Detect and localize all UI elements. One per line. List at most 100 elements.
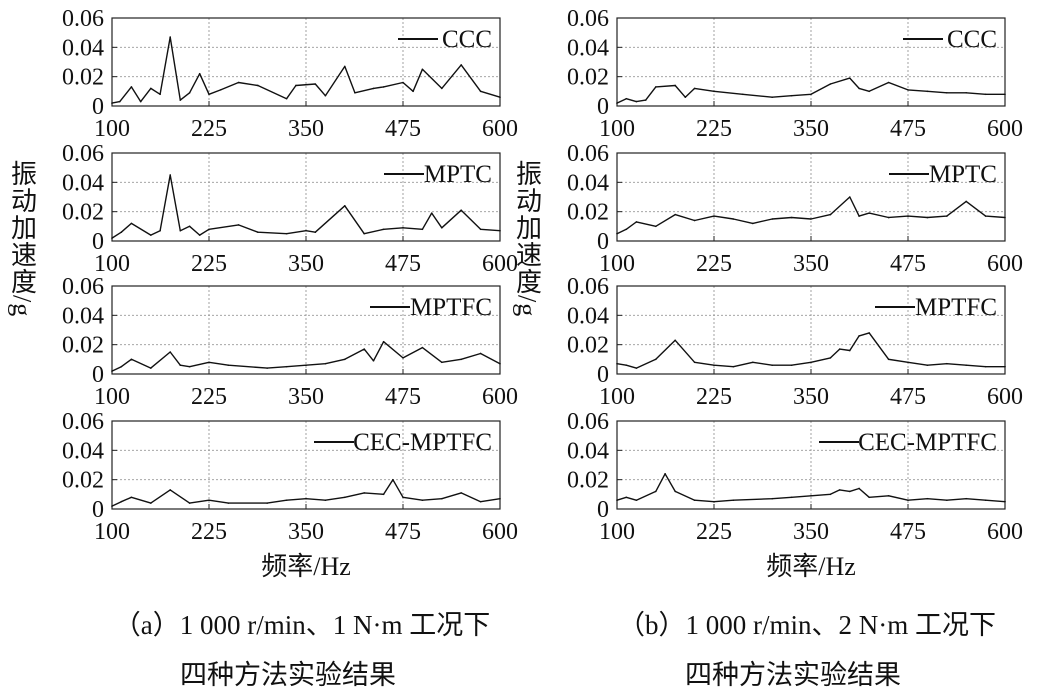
- data-point: [858, 87, 860, 90]
- x-tick-label: 100: [94, 116, 130, 142]
- data-point: [150, 234, 152, 236]
- data-point: [674, 84, 676, 87]
- data-point: [655, 358, 657, 361]
- data-point: [363, 348, 366, 350]
- caption-line-2: 四种方法实验结果: [180, 660, 396, 690]
- data-point: [810, 218, 812, 220]
- x-tick-label: 600: [987, 519, 1023, 545]
- x-tick-label: 475: [385, 519, 421, 545]
- data-point: [965, 92, 967, 94]
- y-tick-label: 0.06: [62, 409, 104, 435]
- data-point: [150, 87, 152, 90]
- y-tick-label: 0.04: [567, 170, 609, 196]
- data-point: [111, 102, 113, 104]
- data-point: [179, 99, 182, 101]
- y-tick-label: 0.06: [62, 274, 104, 300]
- data-point: [227, 364, 230, 367]
- data-point: [771, 497, 773, 500]
- data-point: [616, 499, 618, 502]
- x-tick-label: 225: [191, 116, 227, 142]
- data-point: [907, 215, 909, 217]
- data-point: [305, 497, 307, 500]
- x-tick-label: 225: [696, 116, 732, 142]
- data-point: [460, 358, 463, 361]
- data-point: [946, 362, 948, 365]
- data-point: [771, 364, 773, 367]
- y-tick-label: 0.04: [62, 303, 104, 329]
- data-point: [946, 499, 948, 502]
- y-tick-label: 0.06: [567, 409, 609, 435]
- data-point: [219, 89, 222, 91]
- data-point: [858, 487, 860, 490]
- data-point: [402, 81, 404, 84]
- legend-label: CCC: [947, 26, 997, 53]
- data-point: [188, 92, 191, 94]
- data-point: [868, 496, 870, 499]
- y-tick-label: 0.02: [567, 468, 609, 494]
- y-axis-label: 振动加速度/g: [513, 160, 542, 317]
- subplot-cec-mptfc: 0 0.02 0.04 0.06 100 225 350 475 600 CEC-MPTFC: [62, 409, 518, 545]
- data-point: [402, 496, 404, 499]
- data-point: [829, 493, 832, 496]
- y-tick-label: 0.02: [62, 468, 104, 494]
- data-point: [372, 87, 375, 90]
- x-tick-label: 100: [599, 251, 635, 277]
- legend-label: CEC-MPTFC: [858, 429, 997, 456]
- y-tick-label: 0.02: [567, 200, 609, 226]
- data-point: [829, 83, 832, 85]
- data-point: [907, 89, 909, 91]
- data-point: [984, 93, 987, 96]
- y-tick-label: 0.04: [62, 438, 104, 464]
- data-point: [926, 90, 929, 93]
- data-point: [664, 473, 666, 475]
- data-point: [295, 84, 297, 87]
- x-tick-label: 475: [890, 251, 926, 277]
- x-tick-label: 350: [793, 251, 829, 277]
- series-line-mptfc: [616, 332, 1005, 369]
- x-tick-label: 225: [191, 251, 227, 277]
- series-line-cec-mptfc: [616, 473, 1006, 503]
- data-point: [674, 213, 676, 216]
- data-point: [169, 489, 171, 491]
- y-tick-label: 0: [597, 362, 609, 388]
- data-point: [460, 492, 463, 494]
- data-point: [616, 102, 618, 104]
- x-tick-label: 600: [987, 251, 1023, 277]
- data-point: [382, 340, 385, 343]
- data-point: [790, 94, 793, 97]
- data-point: [625, 496, 628, 499]
- data-point: [907, 499, 909, 502]
- data-point: [188, 365, 191, 368]
- legend-label: MPTC: [929, 161, 997, 188]
- x-tick-label: 225: [696, 519, 732, 545]
- data-point: [344, 358, 346, 361]
- data-point: [926, 364, 929, 367]
- x-tick-label: 600: [987, 116, 1023, 142]
- series-line-cec-mptfc: [111, 479, 501, 507]
- data-point: [130, 358, 133, 361]
- subplot-mptc: 0 0.02 0.04 0.06 100 225 350 475 600 MPTC: [62, 141, 518, 277]
- x-tick-label: 600: [482, 251, 518, 277]
- x-tick-label: 350: [288, 116, 324, 142]
- data-point: [266, 367, 269, 369]
- y-tick-label: 0.02: [62, 200, 104, 226]
- data-point: [441, 87, 443, 90]
- data-point: [257, 231, 259, 233]
- data-point: [479, 228, 482, 231]
- data-point: [625, 228, 628, 231]
- data-point: [810, 93, 812, 96]
- data-point: [363, 492, 366, 494]
- data-point: [946, 92, 948, 94]
- data-point: [382, 493, 385, 496]
- x-tick-label: 100: [94, 251, 130, 277]
- x-tick-label: 600: [987, 384, 1023, 410]
- data-point: [499, 362, 501, 365]
- data-point: [1004, 93, 1006, 96]
- x-tick-label: 350: [793, 116, 829, 142]
- data-point: [984, 215, 987, 217]
- data-point: [790, 216, 793, 219]
- data-point: [693, 361, 696, 364]
- data-point: [479, 352, 482, 355]
